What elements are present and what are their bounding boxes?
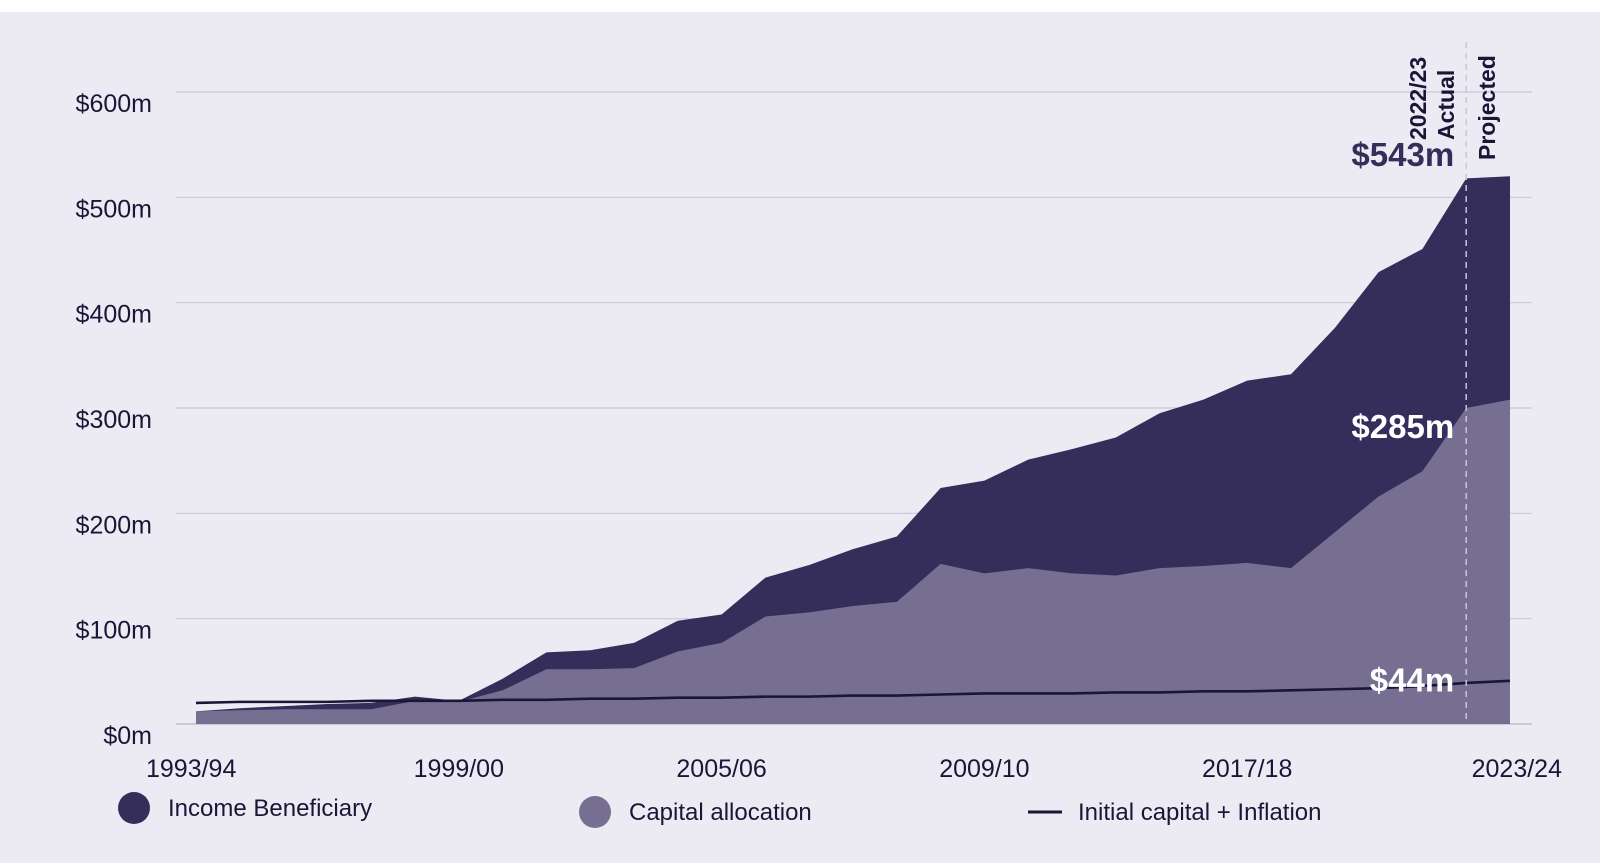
y-tick-label: $300m (76, 406, 152, 434)
divider-label-year: 2022/23 (1405, 57, 1431, 140)
legend-label: Initial capital + Inflation (1078, 799, 1321, 826)
actual-projected-divider: 2022/23Actual Projected (1405, 42, 1500, 724)
x-axis-tick-labels: 1993/94 1999/00 2005/06 2009/10 2017/18 2023/… (146, 755, 1562, 783)
line-series (195, 679, 1511, 705)
divider-label-actual: 2022/23Actual (1405, 57, 1459, 140)
callout-label: $44m (1370, 662, 1454, 699)
x-tick-label: 2005/06 (676, 755, 766, 783)
y-tick-label: $0m (103, 722, 152, 750)
legend-label: Income Beneficiary (168, 795, 372, 822)
area-capital-allocation (196, 399, 1510, 724)
y-axis-tick-labels: $0m $100m $200m $300m $400m $500m $600m (76, 90, 152, 750)
x-tick-label: 2017/18 (1202, 755, 1292, 783)
legend-swatch (579, 796, 611, 828)
value-callouts: $543m $285m $44m (1351, 136, 1454, 699)
x-tick-label: 2023/24 (1472, 755, 1562, 783)
y-tick-label: $500m (76, 195, 152, 223)
legend-label: Capital allocation (629, 799, 812, 826)
y-tick-label: $600m (76, 90, 152, 118)
y-tick-label: $100m (76, 617, 152, 645)
area-series (196, 176, 1510, 724)
line-initial-capital-inflation (195, 679, 1511, 705)
x-tick-label: 2009/10 (939, 755, 1029, 783)
divider-label-projected: Projected (1474, 55, 1500, 160)
y-tick-label: $200m (76, 511, 152, 539)
callout-label: $285m (1351, 408, 1454, 445)
x-tick-label: 1993/94 (146, 755, 236, 783)
x-tick-label: 1999/00 (414, 755, 504, 783)
y-tick-label: $400m (76, 301, 152, 329)
legend-swatch (118, 792, 150, 824)
divider-label-actual-word: Actual (1433, 70, 1459, 140)
callout-label: $543m (1351, 136, 1454, 173)
legend: Income Beneficiary Capital allocation Init… (118, 792, 1321, 828)
